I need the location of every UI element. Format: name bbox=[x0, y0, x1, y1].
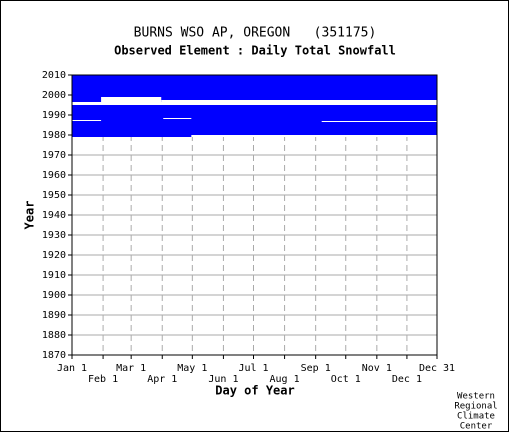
chart-title: BURNS WSO AP, OREGON (351175) bbox=[134, 26, 377, 41]
y-tick-label: 1870 bbox=[42, 350, 66, 361]
data-gap bbox=[191, 135, 437, 137]
x-tick-label: Aug 1 bbox=[270, 374, 300, 385]
footer-text: Regional bbox=[454, 402, 497, 412]
y-tick-label: 1990 bbox=[42, 110, 66, 121]
y-tick-label: 1970 bbox=[42, 150, 66, 161]
y-axis-label: Year bbox=[23, 201, 37, 230]
x-tick-label: Mar 1 bbox=[116, 363, 146, 374]
x-tick-label: Dec 31 bbox=[419, 363, 455, 374]
plot-border bbox=[71, 74, 438, 356]
y-tick-label: 1980 bbox=[42, 130, 66, 141]
y-tick-label: 2000 bbox=[42, 90, 66, 101]
x-tick-label: May 1 bbox=[177, 363, 207, 374]
x-tick-label: Jan 1 bbox=[57, 363, 87, 374]
y-tick-label: 1910 bbox=[42, 270, 66, 281]
x-tick-label: Nov 1 bbox=[362, 363, 392, 374]
footer-text: Climate bbox=[457, 412, 495, 422]
footer-text: Western bbox=[457, 392, 495, 402]
x-tick-label: Sep 1 bbox=[301, 363, 331, 374]
x-tick-label: Jun 1 bbox=[208, 374, 238, 385]
x-tick-label: Dec 1 bbox=[392, 374, 422, 385]
data-gap bbox=[163, 118, 192, 119]
x-tick-label: Oct 1 bbox=[331, 374, 361, 385]
chart-subtitle: Observed Element : Daily Total Snowfall bbox=[114, 44, 396, 58]
data-gap bbox=[101, 97, 162, 102]
y-tick-label: 1900 bbox=[42, 290, 66, 301]
x-tick-label: Jul 1 bbox=[238, 363, 268, 374]
x-axis-label: Day of Year bbox=[215, 384, 294, 398]
y-tick-label: 1890 bbox=[42, 310, 66, 321]
x-tick-label: Apr 1 bbox=[147, 374, 177, 385]
y-tick-label: 1920 bbox=[42, 250, 66, 261]
footer-text: Center bbox=[460, 422, 493, 432]
x-tick-label: Feb 1 bbox=[88, 374, 118, 385]
y-tick-label: 1950 bbox=[42, 190, 66, 201]
coverage-block bbox=[72, 75, 437, 137]
y-tick-label: 1880 bbox=[42, 330, 66, 341]
y-tick-label: 1960 bbox=[42, 170, 66, 181]
data-gap bbox=[72, 120, 102, 121]
data-gap bbox=[161, 100, 437, 102]
y-tick-label: 1940 bbox=[42, 210, 66, 221]
data-gap bbox=[72, 102, 437, 105]
y-tick-label: 1930 bbox=[42, 230, 66, 241]
y-tick-label: 2010 bbox=[42, 70, 66, 81]
data-gap bbox=[321, 121, 437, 122]
